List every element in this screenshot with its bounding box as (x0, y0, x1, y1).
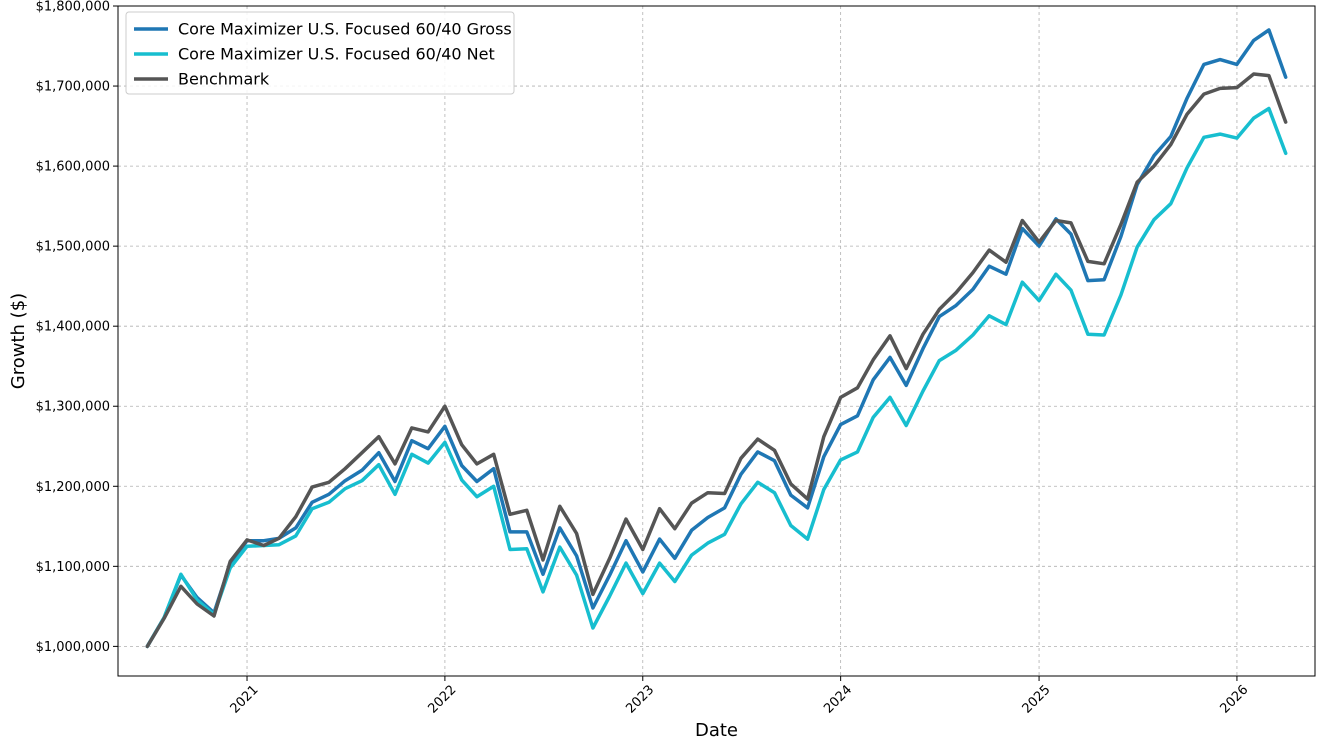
y-axis-title: Growth ($) (8, 293, 29, 389)
x-tick-label: 2025 (1020, 683, 1054, 717)
y-tick-label: $1,700,000 (36, 80, 110, 95)
legend-label: Core Maximizer U.S. Focused 60/40 Net (178, 45, 495, 64)
x-tick-label: 2021 (228, 683, 262, 717)
plot-frame (117, 5, 1316, 677)
x-tick-label: 2022 (425, 683, 459, 717)
y-tick-label: $1,100,000 (36, 560, 110, 575)
x-tick-label: 2024 (821, 683, 855, 717)
axis-ticks: $1,000,000 $1,100,000 $1,200,000 $1,300,000… (36, 0, 1252, 717)
series-line-3 (145, 72, 1288, 649)
y-tick-label: $1,600,000 (36, 160, 110, 175)
y-tick-label: $1,800,000 (36, 0, 110, 15)
legend-box (125, 11, 515, 95)
x-tick-label: 2026 (1217, 683, 1251, 717)
grid-lines (118, 5, 1315, 676)
legend: Core Maximizer U.S. Focused 60/40 Gross C… (125, 11, 515, 95)
legend-label: Benchmark (178, 70, 270, 89)
y-tick-label: $1,000,000 (36, 640, 110, 655)
series-lines (145, 28, 1288, 649)
y-tick-label: $1,500,000 (36, 240, 110, 255)
x-tick-label: 2023 (623, 683, 657, 717)
y-tick-label: $1,200,000 (36, 480, 110, 495)
y-tick-label: $1,400,000 (36, 320, 110, 335)
series-line-2 (145, 106, 1288, 649)
series-line-1 (145, 28, 1288, 649)
y-tick-label: $1,300,000 (36, 400, 110, 415)
legend-label: Core Maximizer U.S. Focused 60/40 Gross (178, 20, 512, 39)
x-axis-title: Date (695, 720, 738, 740)
